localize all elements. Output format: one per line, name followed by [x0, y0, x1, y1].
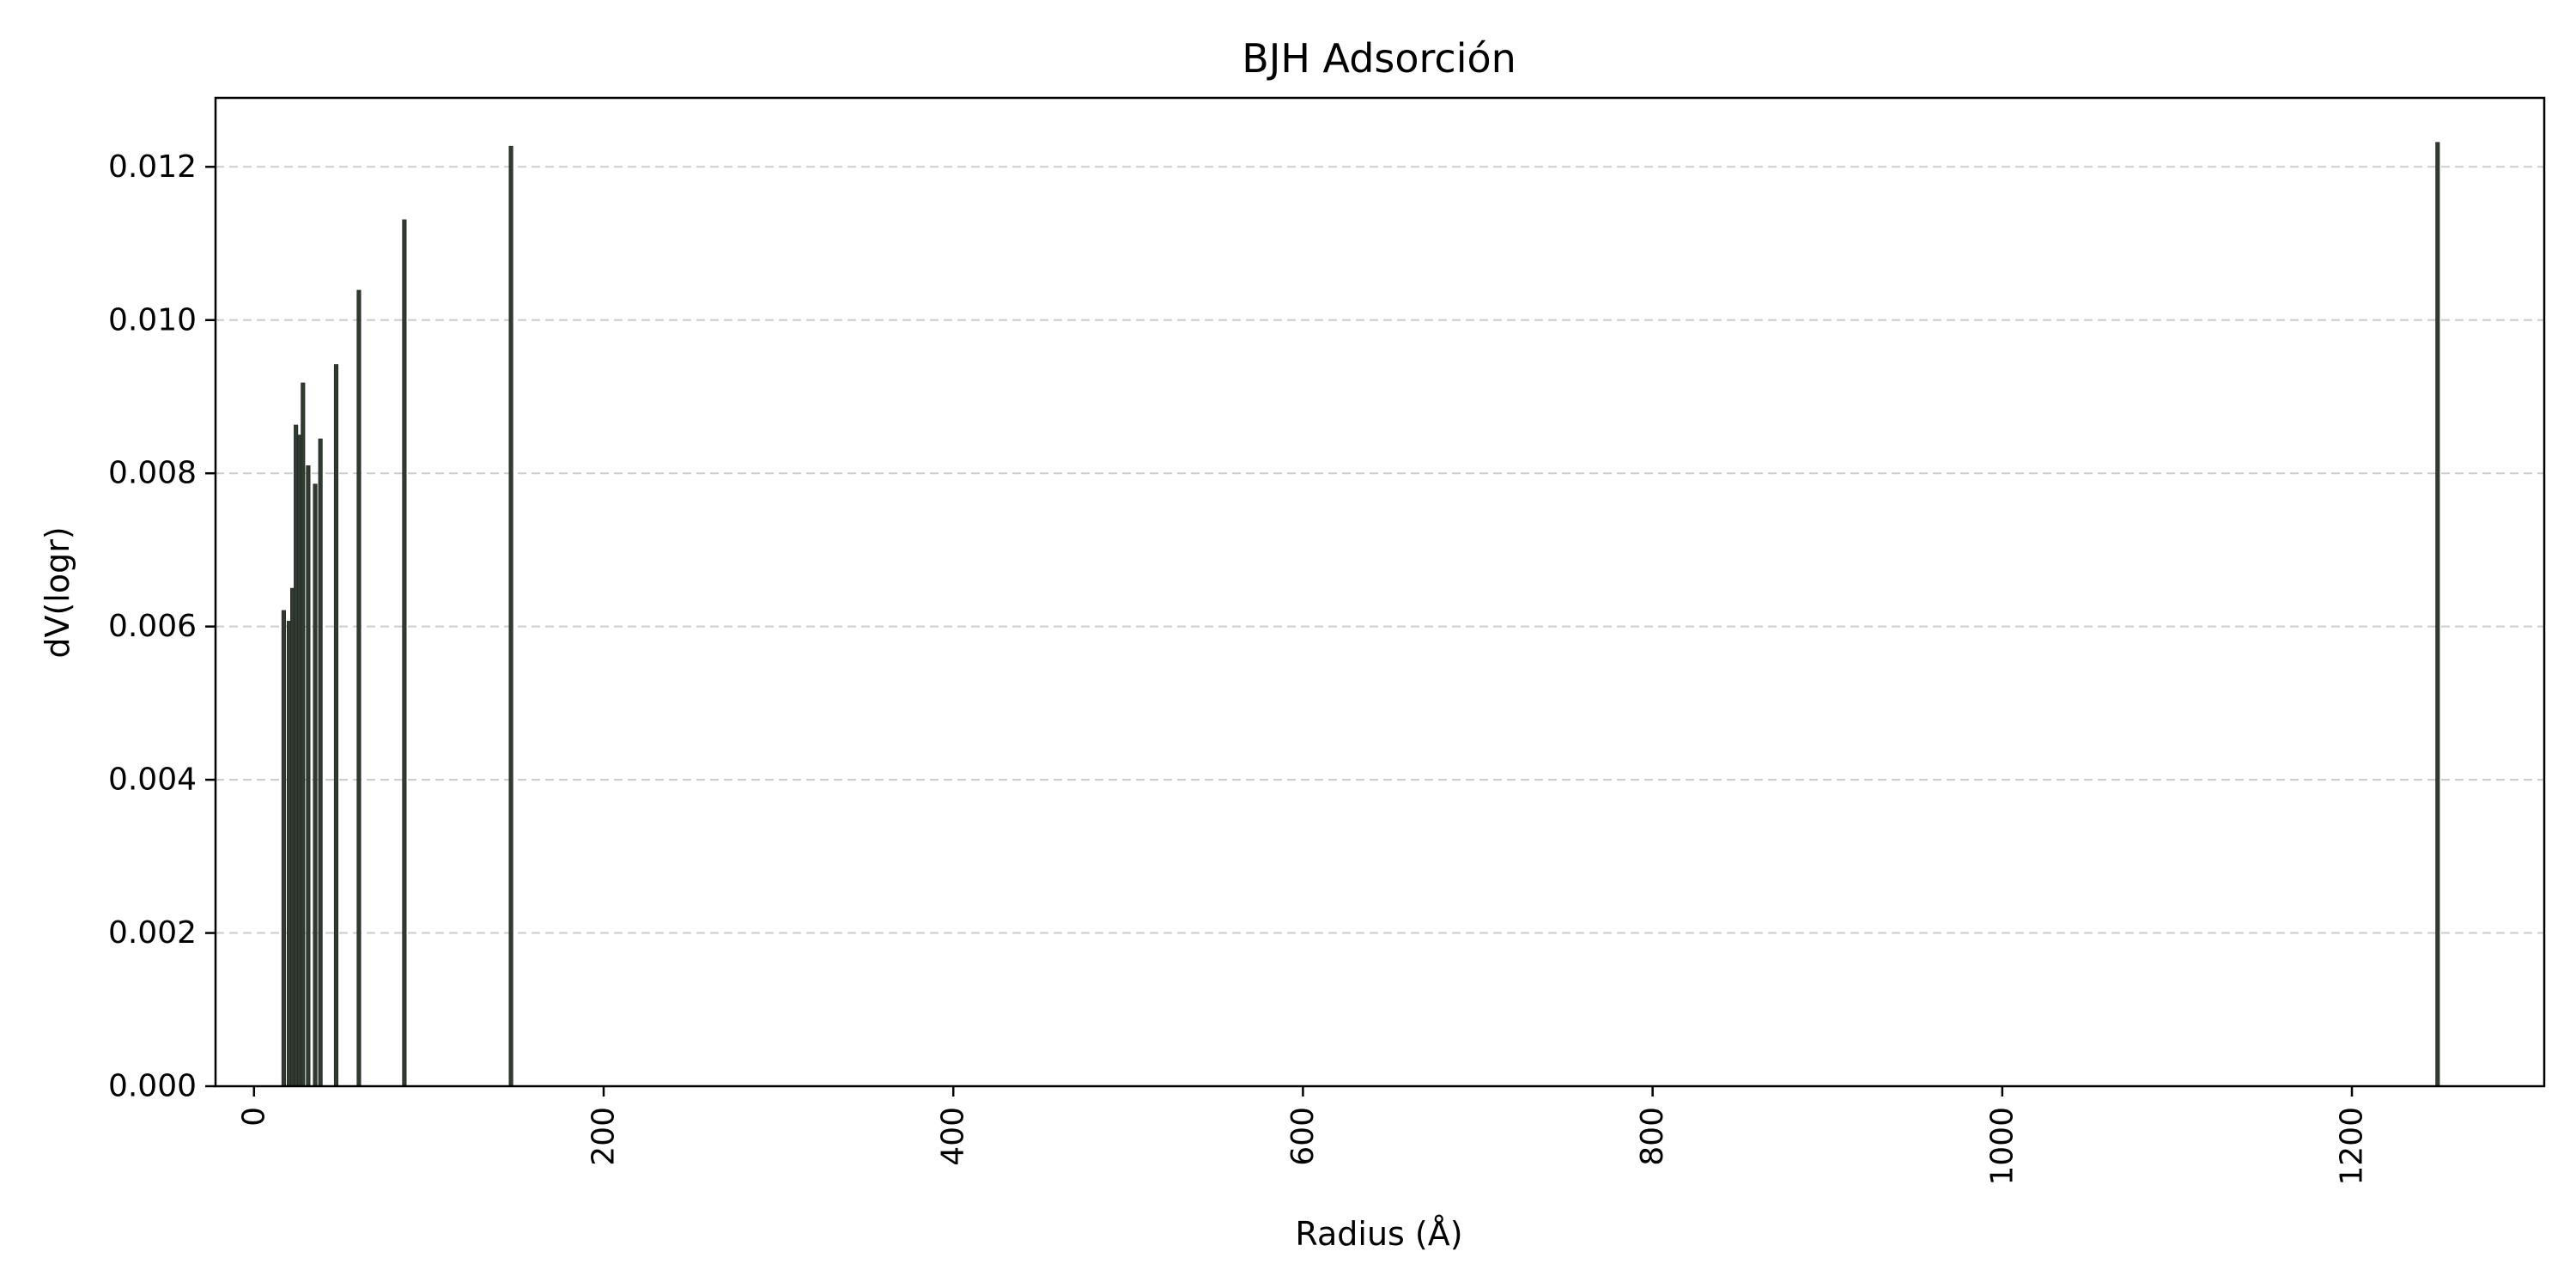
grid-lines — [216, 166, 2544, 934]
bar-5 — [301, 382, 306, 1087]
y-tick-label-3: 0.006 — [108, 609, 197, 644]
y-tick-label-4: 0.008 — [108, 456, 197, 491]
y-tick-label-1: 0.002 — [108, 915, 197, 951]
x-tick-label-3: 600 — [1285, 1107, 1321, 1166]
bar-8 — [318, 438, 323, 1087]
bar-7 — [313, 483, 318, 1087]
y-axis: 0.000 0.002 0.004 0.006 0.008 0.010 0.012 — [108, 149, 216, 1104]
x-tick-label-4: 800 — [1635, 1107, 1670, 1166]
y-tick-label-2: 0.004 — [108, 762, 197, 798]
x-tick-label-5: 1000 — [1984, 1107, 2020, 1186]
bar-10 — [356, 289, 361, 1087]
y-tick-label-6: 0.012 — [108, 149, 197, 185]
bar-11 — [402, 219, 407, 1087]
y-tick-label-0: 0.000 — [108, 1069, 197, 1104]
bar-6 — [306, 465, 311, 1087]
bar-12 — [508, 145, 513, 1087]
x-tick-label-1: 200 — [586, 1107, 622, 1166]
x-axis-title: Radius (Å) — [1295, 1215, 1462, 1253]
x-tick-label-0: 0 — [236, 1107, 271, 1127]
bar-series — [281, 142, 2440, 1087]
x-tick-label-2: 400 — [936, 1107, 971, 1166]
bar-9 — [333, 364, 339, 1087]
x-axis: 0 200 400 600 800 1000 1200 — [236, 1086, 2370, 1186]
chart-title: BJH Adsorción — [1242, 35, 1516, 82]
y-axis-title: dV(logr) — [39, 526, 76, 658]
plot-frame — [214, 96, 2546, 1088]
bar-0 — [281, 610, 286, 1087]
bar-13 — [2435, 142, 2440, 1087]
x-tick-label-6: 1200 — [2335, 1107, 2370, 1186]
y-tick-label-5: 0.010 — [108, 302, 197, 337]
